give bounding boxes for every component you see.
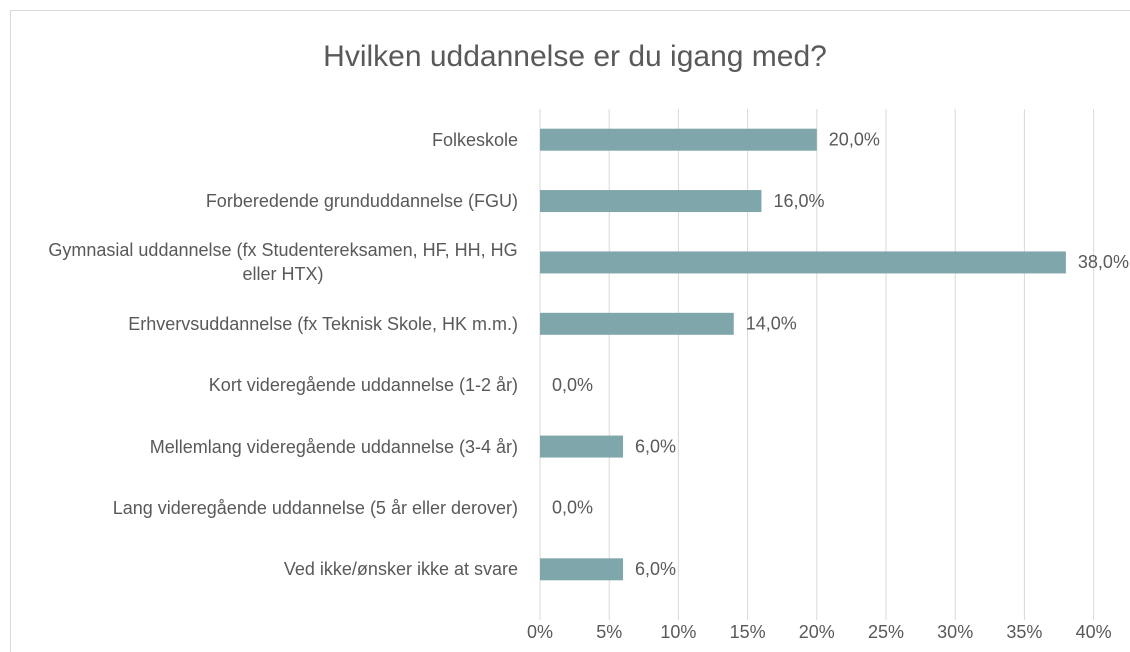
bar: [540, 128, 817, 151]
data-label: 6,0%: [635, 436, 676, 456]
bar: [540, 312, 734, 335]
data-label: 16,0%: [773, 191, 824, 211]
chart-title: Hvilken uddannelse er du igang med?: [323, 40, 827, 73]
data-label: 20,0%: [829, 129, 880, 149]
data-label: 38,0%: [1078, 252, 1129, 272]
x-tick-label: 30%: [937, 622, 973, 642]
y-tick-label: Forberedende grunduddannelse (FGU): [205, 191, 518, 212]
y-tick-label: Folkeskole: [431, 129, 518, 150]
category-label-box: Lang videregående uddannelse (5 år eller…: [0, 478, 518, 538]
y-tick-label: Lang videregående uddannelse (5 år eller…: [112, 497, 518, 518]
category-label-box: Mellemlang videregående uddannelse (3-4 …: [0, 417, 518, 477]
category-label-box: Kort videregående uddannelse (1-2 år): [0, 355, 518, 415]
data-label: 0,0%: [552, 498, 593, 518]
category-label-box: Gymnasial uddannelse (fx Studentereksame…: [0, 232, 518, 292]
category-label-box: Forberedende grunduddannelse (FGU): [0, 171, 518, 231]
x-tick-label: 0%: [527, 622, 553, 642]
y-tick-label: Ved ikke/ønsker ikke at svare: [283, 559, 518, 580]
bar: [540, 251, 1066, 274]
bar: [540, 558, 624, 581]
y-tick-label: Mellemlang videregående uddannelse (3-4 …: [149, 436, 518, 457]
data-label: 6,0%: [635, 559, 676, 579]
x-tick-label: 20%: [799, 622, 835, 642]
x-tick-label: 10%: [660, 622, 696, 642]
category-label-box: Erhvervsuddannelse (fx Teknisk Skole, HK…: [0, 294, 518, 354]
x-tick-label: 5%: [596, 622, 622, 642]
chart-border: [10, 10, 1130, 652]
y-tick-label: Kort videregående uddannelse (1-2 år): [208, 375, 518, 396]
data-label: 14,0%: [746, 314, 797, 334]
x-tick-label: 25%: [868, 622, 904, 642]
x-tick-label: 15%: [730, 622, 766, 642]
x-tick-label: 35%: [1006, 622, 1042, 642]
bar: [540, 435, 624, 458]
category-label-box: Ved ikke/ønsker ikke at svare: [0, 539, 518, 599]
y-tick-label: Erhvervsuddannelse (fx Teknisk Skole, HK…: [128, 313, 518, 334]
y-tick-label: Gymnasial uddannelse (fx Studentereksame…: [48, 240, 518, 285]
x-tick-label: 40%: [1076, 622, 1112, 642]
category-label-box: Folkeskole: [0, 110, 518, 170]
bar: [540, 190, 762, 213]
data-label: 0,0%: [552, 375, 593, 395]
